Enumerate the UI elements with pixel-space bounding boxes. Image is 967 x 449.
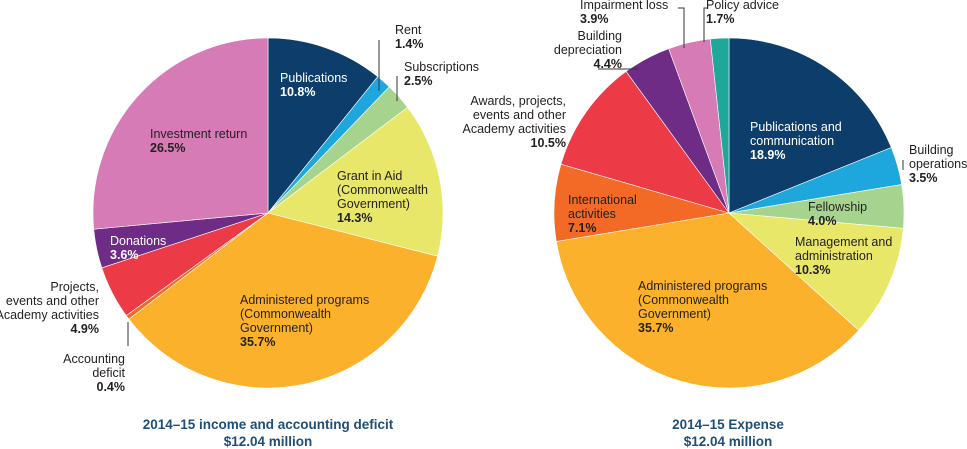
- slice-label-policy-advice: Policy advice 1.7%: [706, 0, 779, 26]
- slice-label-publications: Publications 10.8%: [280, 71, 347, 99]
- slice-value-publications-and-communication: 18.9%: [750, 148, 785, 162]
- pie-slice-policy-advice: [710, 37, 730, 214]
- slice-value-impairment-loss: 3.9%: [580, 12, 609, 26]
- slice-label-impairment-loss: Impairment loss 3.9%: [580, 0, 668, 26]
- slice-label-international-activities: International activities 7.1%: [568, 193, 637, 235]
- slice-value-international-activities: 7.1%: [568, 221, 597, 235]
- slice-label-subscriptions: Subscriptions 2.5%: [404, 60, 479, 88]
- pie-slice-administered-programs-commonwealth-government: [555, 212, 860, 389]
- slice-value-management-and-administration: 10.3%: [795, 263, 830, 277]
- slice-value-administered-programs-commonwealth-government: 35.7%: [240, 335, 275, 349]
- slice-label-building-depreciation: Building depreciation 4.4%: [554, 29, 622, 71]
- slice-label-management-and-administration: Management and administration 10.3%: [795, 235, 892, 277]
- slice-label-rent: Rent 1.4%: [395, 23, 424, 51]
- slice-label-publications-and-communication: Publications and communication 18.9%: [750, 120, 842, 162]
- slice-value-grant-in-aid-commonwealth-government: 14.3%: [337, 211, 372, 225]
- pie-slice-administered-programs-commonwealth-government: [128, 212, 438, 389]
- slice-label-awards-projects-events-and-other-academy-activities: Awards, projects, events and other Academy…: [462, 94, 566, 150]
- slice-value-building-depreciation: 4.4%: [594, 57, 623, 71]
- slice-value-subscriptions: 2.5%: [404, 74, 433, 88]
- slice-label-projects-events-and-other-academy-activities: Projects, events and other Academy activit…: [0, 280, 99, 336]
- expense-chart-subtitle: $12.04 million: [684, 434, 773, 449]
- slice-label-administered-programs-commonwealth-government: Administered programs (Commonwealth Govern…: [240, 293, 369, 349]
- slice-label-grant-in-aid-commonwealth-government: Grant in Aid (Commonwealth Government) 14.3…: [337, 169, 428, 225]
- leader-line-policy-advice: [703, 7, 708, 42]
- pie-slice-grant-in-aid-commonwealth-government: [267, 106, 444, 257]
- slice-value-policy-advice: 1.7%: [706, 12, 735, 26]
- slice-value-building-operations: 3.5%: [909, 171, 938, 185]
- slice-value-investment-return: 26.5%: [150, 141, 185, 155]
- slice-value-administered-programs-commonwealth-government: 35.7%: [638, 321, 673, 335]
- slice-value-fellowship: 4.0%: [808, 214, 837, 228]
- pie-slice-publications-and-communication: [728, 37, 892, 214]
- income-pie-chart: Publications 10.8% Rent 1.4% Subscriptions 2.…: [0, 23, 479, 449]
- slice-label-fellowship: Fellowship 4.0%: [808, 200, 867, 228]
- slice-value-accounting-deficit: 0.4%: [97, 380, 126, 394]
- pie-slice-awards-projects-events-and-other-academy-activities: [560, 71, 730, 214]
- pie-slice-investment-return: [92, 37, 269, 230]
- slice-value-projects-events-and-other-academy-activities: 4.9%: [71, 322, 100, 336]
- pie-slice-management-and-administration: [728, 212, 904, 331]
- expense-chart-title: 2014–15 Expense: [672, 417, 784, 432]
- income-chart-subtitle: $12.04 million: [224, 434, 313, 449]
- slice-value-publications: 10.8%: [280, 85, 315, 99]
- leader-line-impairment-loss: [678, 7, 685, 48]
- slice-value-donations: 3.6%: [110, 248, 139, 262]
- slice-value-rent: 1.4%: [395, 37, 424, 51]
- slice-label-building-operations: Building operations 3.5%: [909, 143, 967, 185]
- slice-label-donations: Donations 3.6%: [110, 234, 166, 262]
- slice-value-awards-projects-events-and-other-academy-activities: 10.5%: [531, 136, 566, 150]
- slice-label-accounting-deficit: Accounting deficit 0.4%: [63, 352, 125, 394]
- pie-slice-publications: [267, 37, 379, 214]
- slice-label-administered-programs-commonwealth-government: Administered programs (Commonwealth Govern…: [638, 279, 767, 335]
- slice-label-investment-return: Investment return 26.5%: [150, 127, 247, 155]
- expense-pie-chart: Publications and communication 18.9% Buildi…: [462, 0, 967, 449]
- income-chart-title: 2014–15 income and accounting deficit: [143, 417, 394, 432]
